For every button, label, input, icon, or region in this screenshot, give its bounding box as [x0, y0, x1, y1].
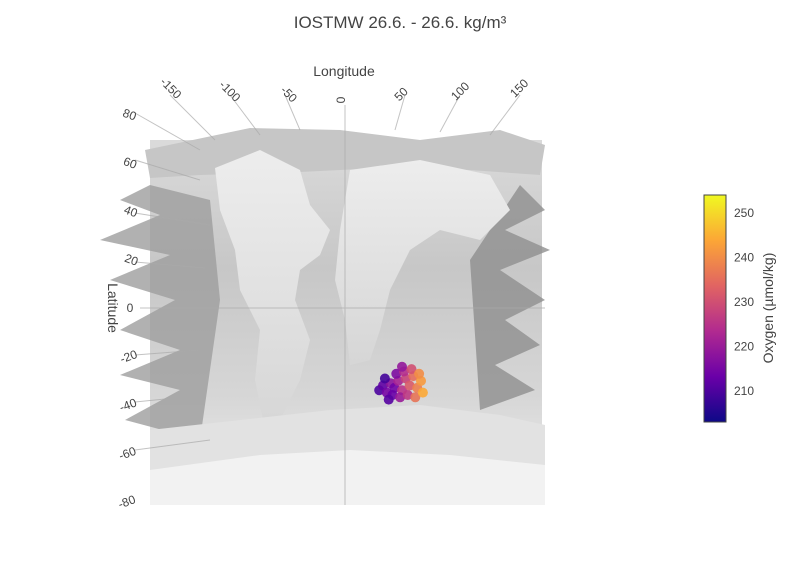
graticule-line [134, 112, 201, 151]
relief-left-spikes [100, 185, 220, 440]
colorbar: 250 240 230 220 210 Oxygen (µmol/kg) [703, 194, 776, 423]
graticule-line [284, 94, 301, 131]
graticule-line [134, 159, 201, 181]
graticule-line [439, 94, 461, 133]
x-tick-label: 150 [507, 76, 531, 100]
data-points [374, 361, 428, 405]
relief-landmass-eurasia-africa [335, 160, 510, 365]
data-point[interactable] [402, 389, 413, 400]
y-tick-label: 60 [121, 154, 139, 172]
graticule-line [134, 439, 211, 451]
y-tick-label: -80 [116, 492, 137, 511]
data-point[interactable] [417, 387, 428, 398]
relief-antarctica [150, 450, 545, 505]
y-tick-label: -20 [118, 347, 139, 366]
x-tick-label: -150 [157, 75, 184, 102]
colorbar-tick-label: 240 [734, 250, 754, 264]
graticule-line [169, 94, 216, 141]
colorbar-tick-label: 230 [734, 295, 754, 309]
y-tick-label: 0 [127, 301, 134, 315]
y-tick-label: -60 [117, 444, 138, 463]
colorbar-tick-label: 220 [734, 339, 754, 353]
colorbar-tick-label: 250 [734, 206, 754, 220]
graticule [134, 94, 545, 505]
data-point[interactable] [391, 368, 402, 379]
graticule-line [394, 94, 406, 131]
x-tick-label: -50 [278, 83, 300, 105]
graticule-line [489, 94, 521, 136]
data-point[interactable] [406, 364, 417, 375]
graticule-line [134, 261, 206, 269]
colorbar-gradient [703, 194, 727, 423]
colorbar-tick-labels: 250 240 230 220 210 [734, 206, 754, 398]
y-tick-label: 80 [121, 106, 139, 124]
data-point[interactable] [383, 394, 394, 405]
y-tick-label: 40 [122, 203, 140, 221]
data-point[interactable] [395, 392, 406, 403]
colorbar-title: Oxygen (µmol/kg) [760, 253, 776, 364]
x-axis-title: Longitude [313, 63, 375, 79]
colorbar-tick-label: 210 [734, 384, 754, 398]
data-point[interactable] [404, 380, 415, 391]
x-tick-label: -100 [216, 78, 243, 105]
x-tick-label: 100 [448, 79, 472, 103]
relief-landmass-americas [215, 150, 330, 430]
graticule-line [134, 394, 206, 403]
data-point[interactable] [379, 373, 390, 384]
graticule-line [229, 94, 261, 136]
x-tick-label: 50 [391, 84, 411, 104]
y-tick-labels: 80 60 40 20 0 -20 -40 -60 -80 [116, 106, 140, 512]
data-point[interactable] [410, 392, 421, 403]
y-tick-label: 20 [123, 251, 141, 269]
graticule-line [134, 349, 201, 356]
relief-right-spikes [470, 185, 550, 410]
relief-surface [100, 128, 550, 505]
x-tick-labels: -150 -100 -50 0 50 100 150 [157, 75, 531, 106]
x-tick-label: 0 [334, 96, 348, 103]
y-axis-title: Latitude [105, 283, 121, 333]
chart-title: IOSTMW 26.6. - 26.6. kg/m³ [294, 13, 507, 32]
data-point[interactable] [414, 368, 425, 379]
graticule-line [134, 212, 211, 226]
y-tick-label: -40 [117, 395, 138, 414]
data-point[interactable] [397, 361, 407, 372]
